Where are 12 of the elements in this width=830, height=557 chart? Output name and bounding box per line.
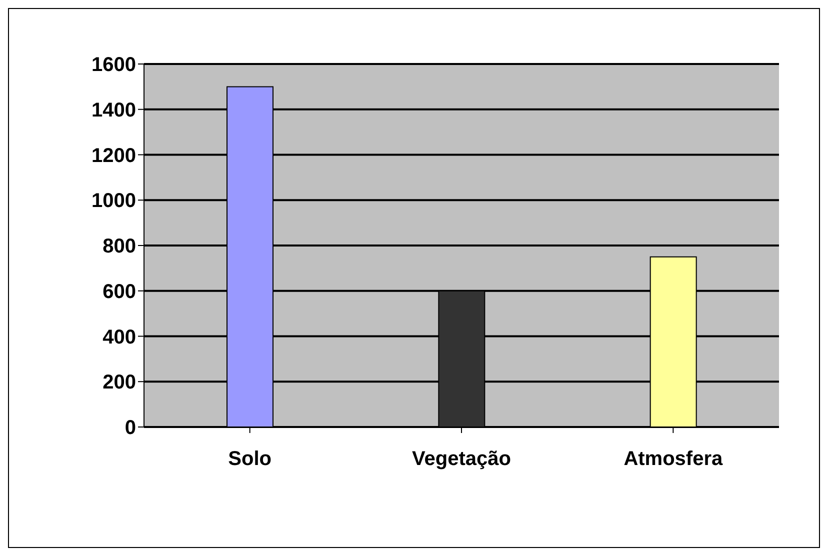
y-tick-label: 1600 bbox=[92, 54, 136, 76]
x-tick-label: Vegetação bbox=[412, 448, 511, 470]
y-tick-label: 400 bbox=[102, 326, 136, 348]
y-tick-label: 1200 bbox=[92, 144, 136, 167]
y-tick-label: 200 bbox=[102, 372, 136, 394]
x-tick-label: Solo bbox=[228, 448, 272, 470]
y-tick-label: 800 bbox=[102, 236, 136, 258]
x-tick-label: Atmosfera bbox=[624, 448, 724, 470]
y-tick-label: 1400 bbox=[92, 99, 136, 122]
y-tick-label: 1000 bbox=[92, 190, 136, 212]
y-tick-label: 0 bbox=[124, 417, 136, 440]
y-tick-label: 600 bbox=[102, 280, 136, 303]
